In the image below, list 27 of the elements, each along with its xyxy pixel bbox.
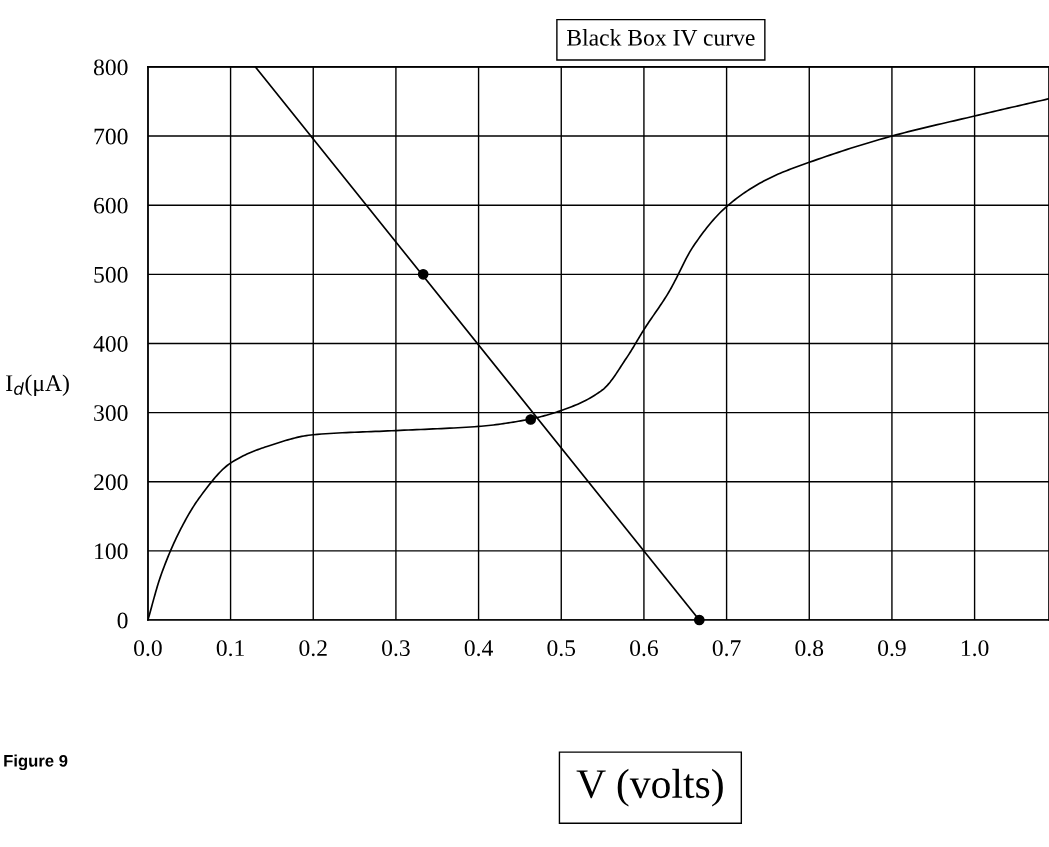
x-tick-label: 0.4 xyxy=(464,640,493,657)
y-tick-label: 400 xyxy=(93,335,128,352)
caption: Figure 9 xyxy=(4,754,68,771)
x-tick-label: 0.6 xyxy=(630,640,658,657)
x-tick-label: 0.3 xyxy=(382,640,410,657)
x-tick-label: 0.5 xyxy=(547,640,576,657)
y-tick-label: 100 xyxy=(95,543,128,560)
y-tick-label: 600 xyxy=(94,197,128,214)
chart-title: Black Box IV curve xyxy=(567,29,755,46)
x-tick-label: 0.0 xyxy=(134,640,162,657)
x-tick-label: 0.9 xyxy=(878,640,906,657)
y-tick-label: 800 xyxy=(93,59,128,76)
y-tick-label: 700 xyxy=(94,128,128,145)
x-tick-label: 0.8 xyxy=(795,640,824,657)
point xyxy=(693,614,705,626)
y-tick-label: 500 xyxy=(94,266,128,283)
x-axis-title: V (volts) xyxy=(576,768,723,807)
x-tick-label: 1.0 xyxy=(961,640,989,657)
point xyxy=(417,268,429,280)
y-tick-label: 200 xyxy=(94,474,128,491)
y-tick-label: 300 xyxy=(94,405,128,422)
y-tick-label: 0 xyxy=(117,612,128,629)
x-tick-label: 0.2 xyxy=(299,640,327,657)
x-tick-label: 0.1 xyxy=(216,640,244,657)
x-tick-label: 0.7 xyxy=(712,640,741,657)
y-axis-title: I$_{d}$(μA) xyxy=(6,374,69,396)
point xyxy=(525,414,537,425)
